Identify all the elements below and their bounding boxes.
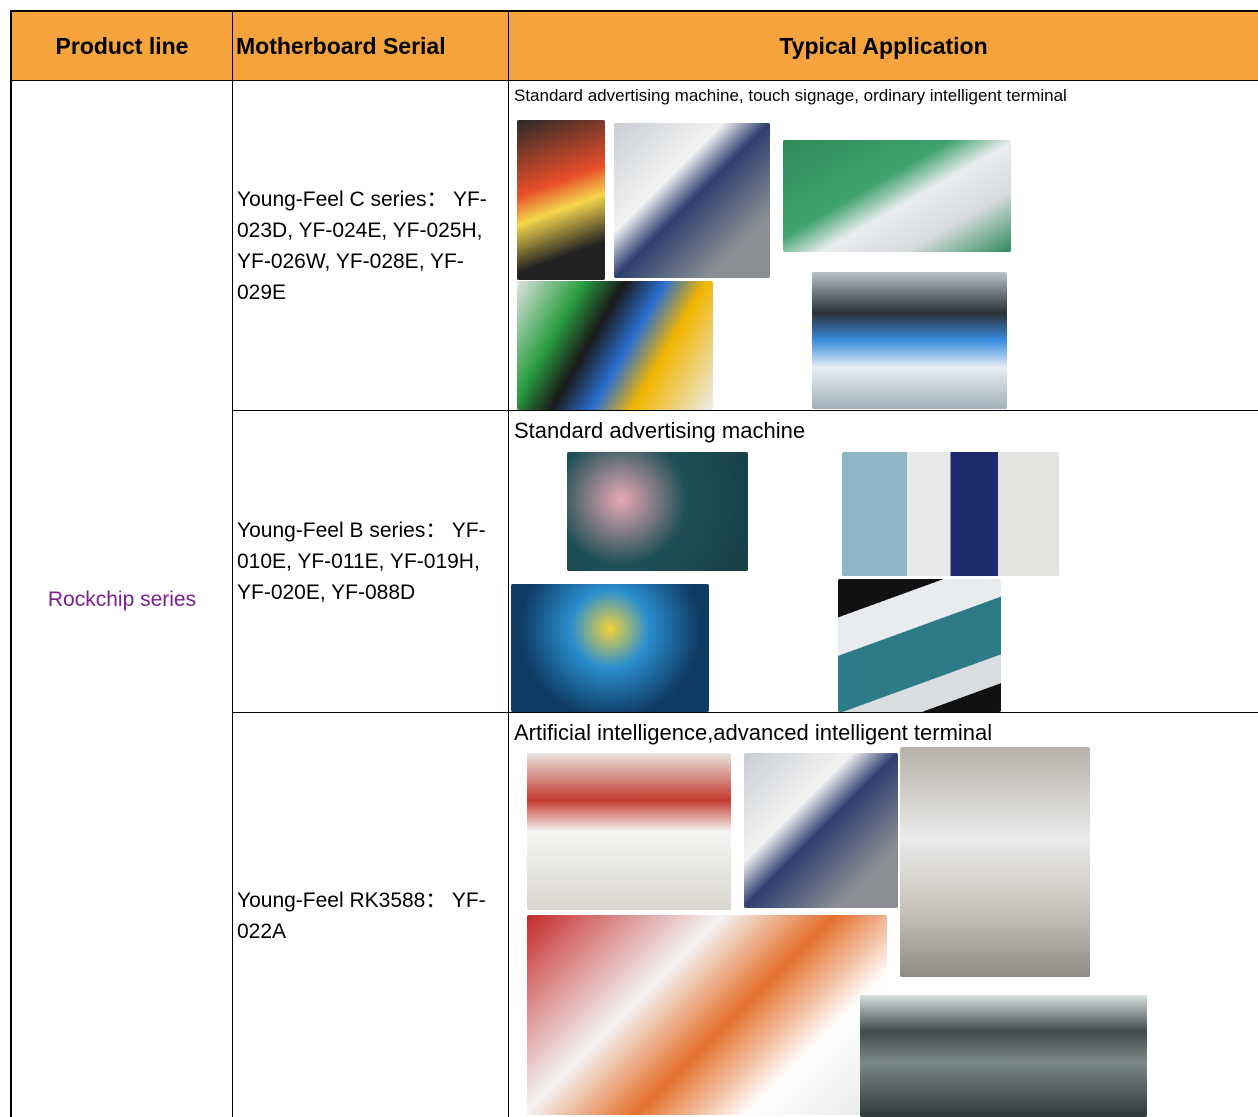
photo	[517, 281, 713, 410]
photo	[614, 123, 770, 278]
serial-cell: Young-Feel C series： YF-023D, YF-024E, Y…	[232, 80, 509, 411]
serial: Young-Feel B series： YF-010E, YF-011E, Y…	[237, 519, 486, 604]
header-cell: Typical Application	[508, 10, 1258, 81]
serial-cell: Young-Feel RK3588： YF-022A	[232, 712, 509, 1117]
header-cell: Product line	[10, 10, 233, 81]
photo	[842, 452, 1059, 576]
application-text: Standard advertising machine	[514, 418, 806, 443]
application-cell	[508, 712, 1258, 1117]
photo	[744, 753, 898, 908]
photo	[783, 140, 1011, 252]
photo	[838, 579, 1001, 712]
photo	[517, 120, 605, 280]
serial-cell: Young-Feel B series： YF-010E, YF-011E, Y…	[232, 410, 509, 713]
application-text: Artificial intelligence,advanced intelli…	[514, 720, 993, 745]
serial: Young-Feel C series： YF-023D, YF-024E, Y…	[237, 187, 487, 304]
photo	[812, 272, 1007, 409]
photo	[527, 915, 887, 1115]
photo	[527, 753, 731, 910]
photo	[511, 584, 709, 712]
serial: Young-Feel RK3588： YF-022A	[237, 889, 486, 943]
photo	[900, 747, 1090, 977]
photo	[567, 452, 748, 571]
product-line: Rockchip series	[47, 588, 197, 611]
header-cell: Motherboard Serial	[232, 10, 509, 81]
product-line-cell: Rockchip series	[10, 80, 233, 1117]
application-text: Standard advertising machine, touch sign…	[514, 86, 1067, 105]
photo	[860, 995, 1147, 1117]
